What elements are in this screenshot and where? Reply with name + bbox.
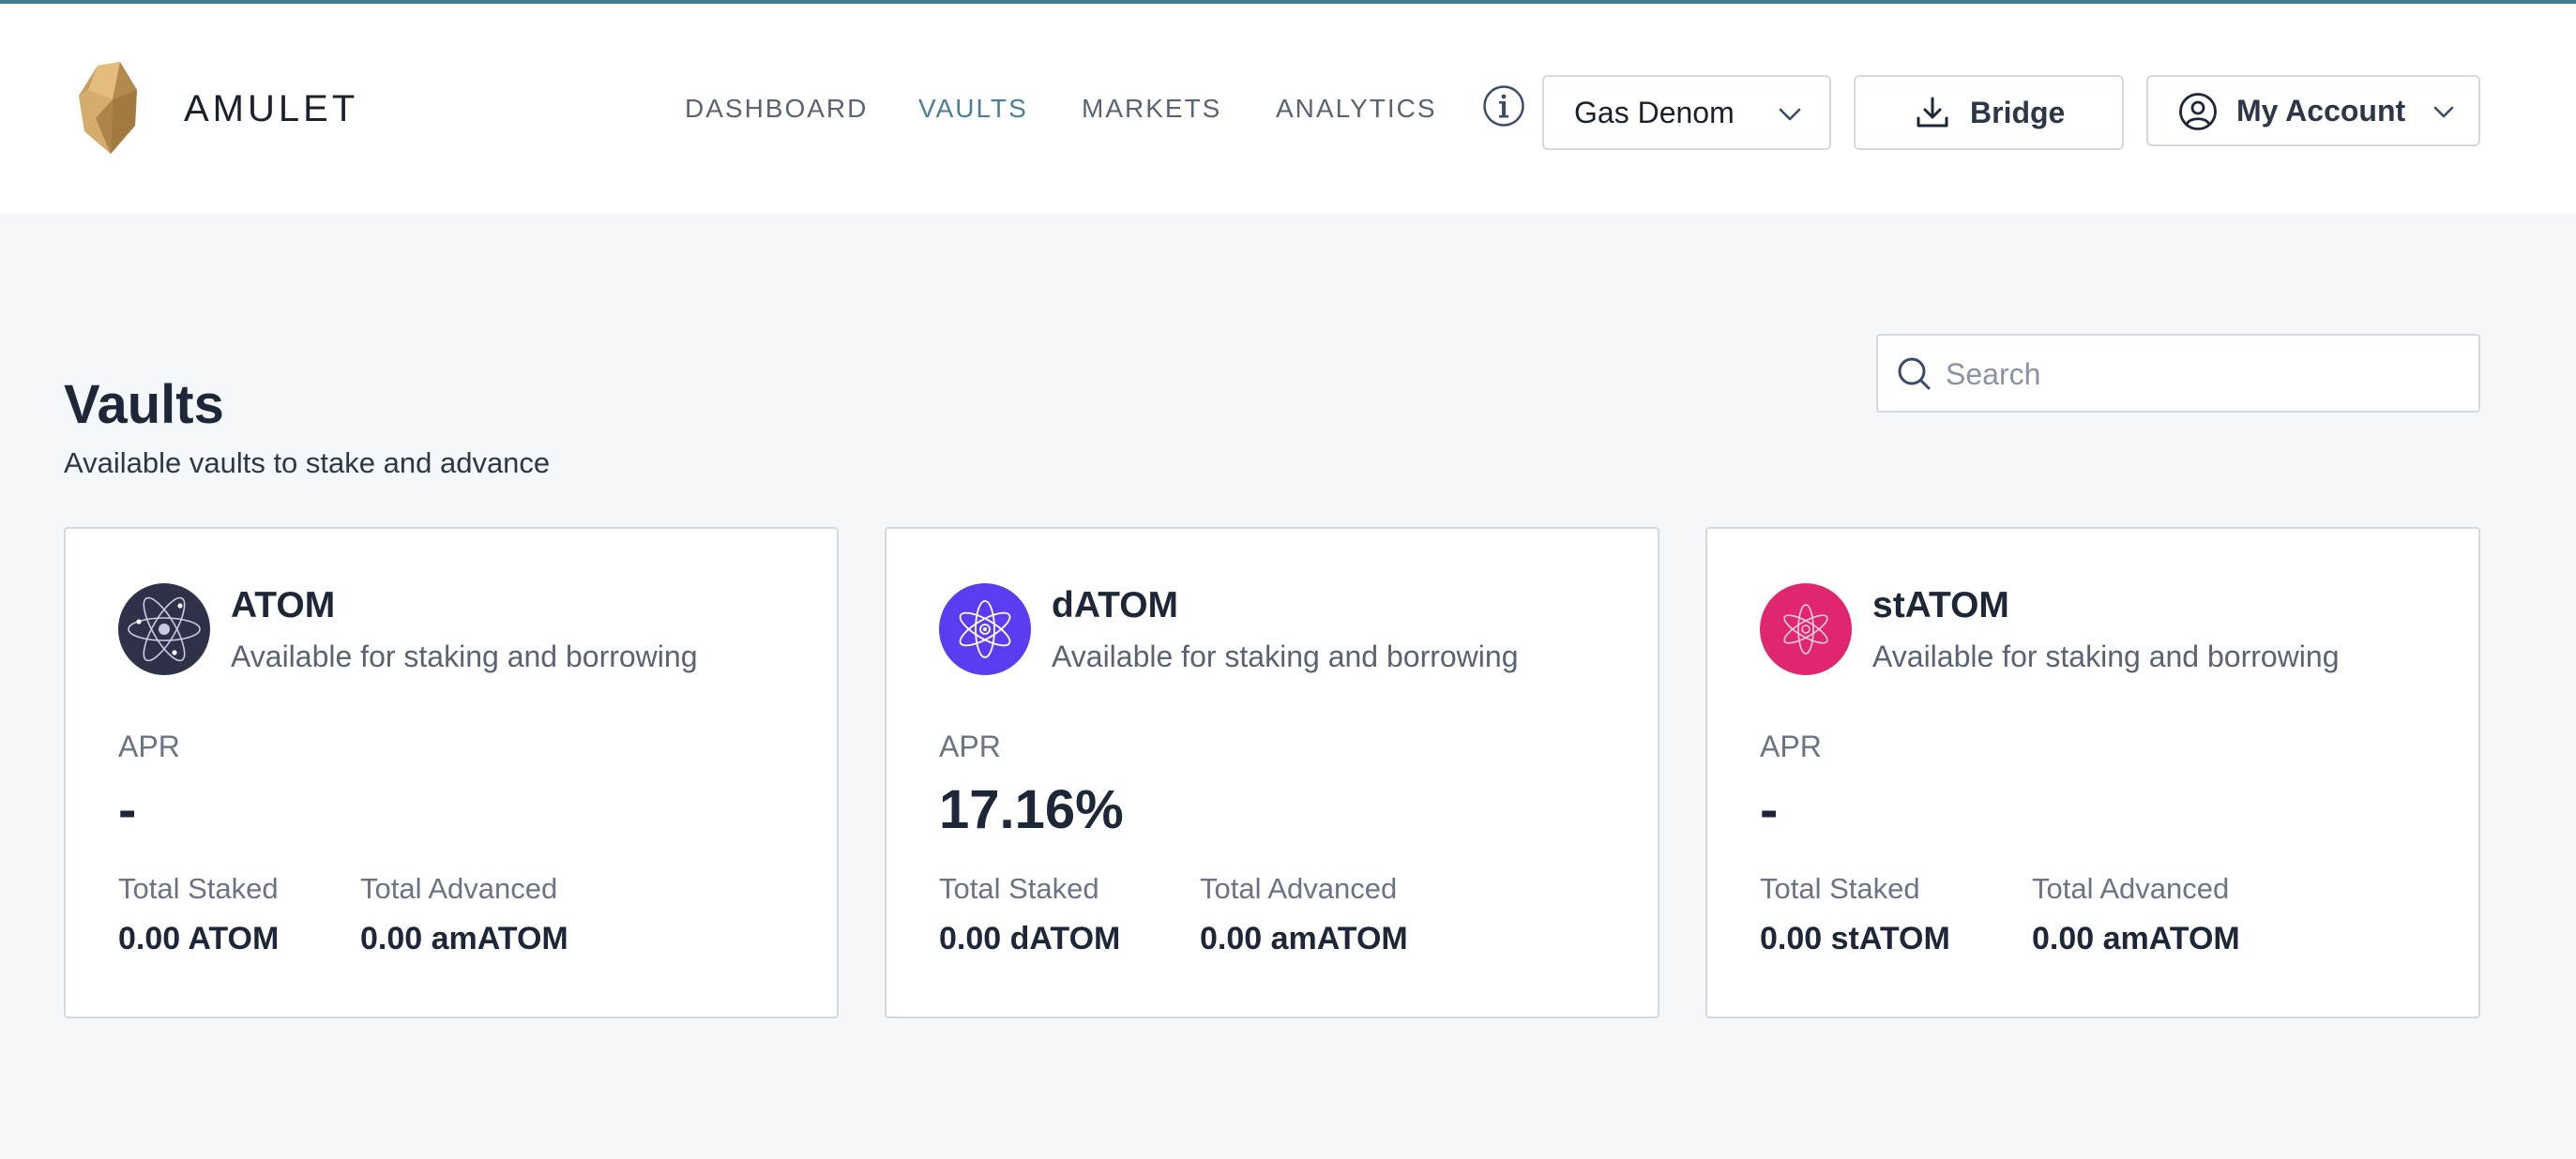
vault-name: ATOM [231, 585, 336, 625]
vault-name: stATOM [1872, 585, 2009, 625]
bridge-button[interactable]: Bridge [1854, 75, 2124, 150]
bridge-label: Bridge [1970, 96, 2066, 129]
brand-name: AMULET [184, 88, 359, 129]
vault-description: Available for staking and borrowing [1052, 640, 1519, 673]
total-staked-value: 0.00 stATOM [1760, 921, 1950, 956]
apr-value: 17.16% [939, 779, 1124, 840]
total-staked-value: 0.00 ATOM [118, 921, 280, 956]
statom-token-icon [1760, 583, 1852, 675]
gas-denom-label: Gas Denom [1574, 96, 1735, 129]
atom-token-icon [118, 583, 210, 675]
search-icon [1898, 357, 1931, 390]
gas-denom-select[interactable]: Gas Denom [1542, 75, 1831, 150]
vault-card-statom[interactable]: stATOM Available for staking and borrowi… [1705, 527, 2480, 1018]
vault-card-datom[interactable]: dATOM Available for staking and borrowin… [885, 527, 1659, 1018]
page-title: Vaults [64, 374, 224, 435]
vault-description: Available for staking and borrowing [1872, 640, 2340, 673]
datom-token-icon [939, 583, 1031, 675]
my-account-label: My Account [2236, 94, 2406, 128]
total-advanced-label: Total Advanced [360, 872, 558, 905]
search-input[interactable] [1946, 347, 2452, 401]
my-account-button[interactable]: My Account [2146, 75, 2480, 146]
total-staked-label: Total Staked [939, 872, 1099, 905]
total-advanced-value: 0.00 amATOM [1200, 921, 1408, 956]
apr-label: APR [939, 730, 1001, 763]
total-staked-value: 0.00 dATOM [939, 921, 1121, 956]
apr-value: - [118, 779, 137, 840]
total-advanced-value: 0.00 amATOM [360, 921, 568, 956]
user-circle-icon [2179, 93, 2217, 130]
nav-markets[interactable]: MARKETS [1082, 94, 1222, 123]
chevron-down-icon [1779, 108, 1801, 121]
total-advanced-value: 0.00 amATOM [2032, 921, 2240, 956]
vault-name: dATOM [1052, 585, 1179, 625]
vault-description: Available for staking and borrowing [231, 640, 698, 673]
apr-label: APR [1760, 730, 1822, 763]
info-icon[interactable] [1482, 84, 1525, 128]
download-icon [1917, 97, 1948, 128]
total-staked-label: Total Staked [1760, 872, 1920, 905]
nav-vaults[interactable]: VAULTS [918, 94, 1028, 123]
chevron-down-icon [2433, 106, 2454, 118]
apr-label: APR [118, 730, 180, 763]
vault-card-atom[interactable]: ATOM Available for staking and borrowing… [64, 527, 839, 1018]
total-advanced-label: Total Advanced [1200, 872, 1398, 905]
amulet-logo-icon[interactable] [79, 62, 141, 156]
nav-dashboard[interactable]: DASHBOARD [685, 94, 869, 123]
total-staked-label: Total Staked [118, 872, 279, 905]
nav-analytics[interactable]: ANALYTICS [1276, 94, 1437, 123]
total-advanced-label: Total Advanced [2032, 872, 2230, 905]
apr-value: - [1760, 779, 1779, 840]
top-header: AMULET DASHBOARD VAULTS MARKETS ANALYTIC… [0, 4, 2576, 214]
search-box[interactable] [1876, 334, 2480, 413]
top-accent-bar [0, 0, 2576, 4]
page-subtitle: Available vaults to stake and advance [64, 446, 551, 479]
